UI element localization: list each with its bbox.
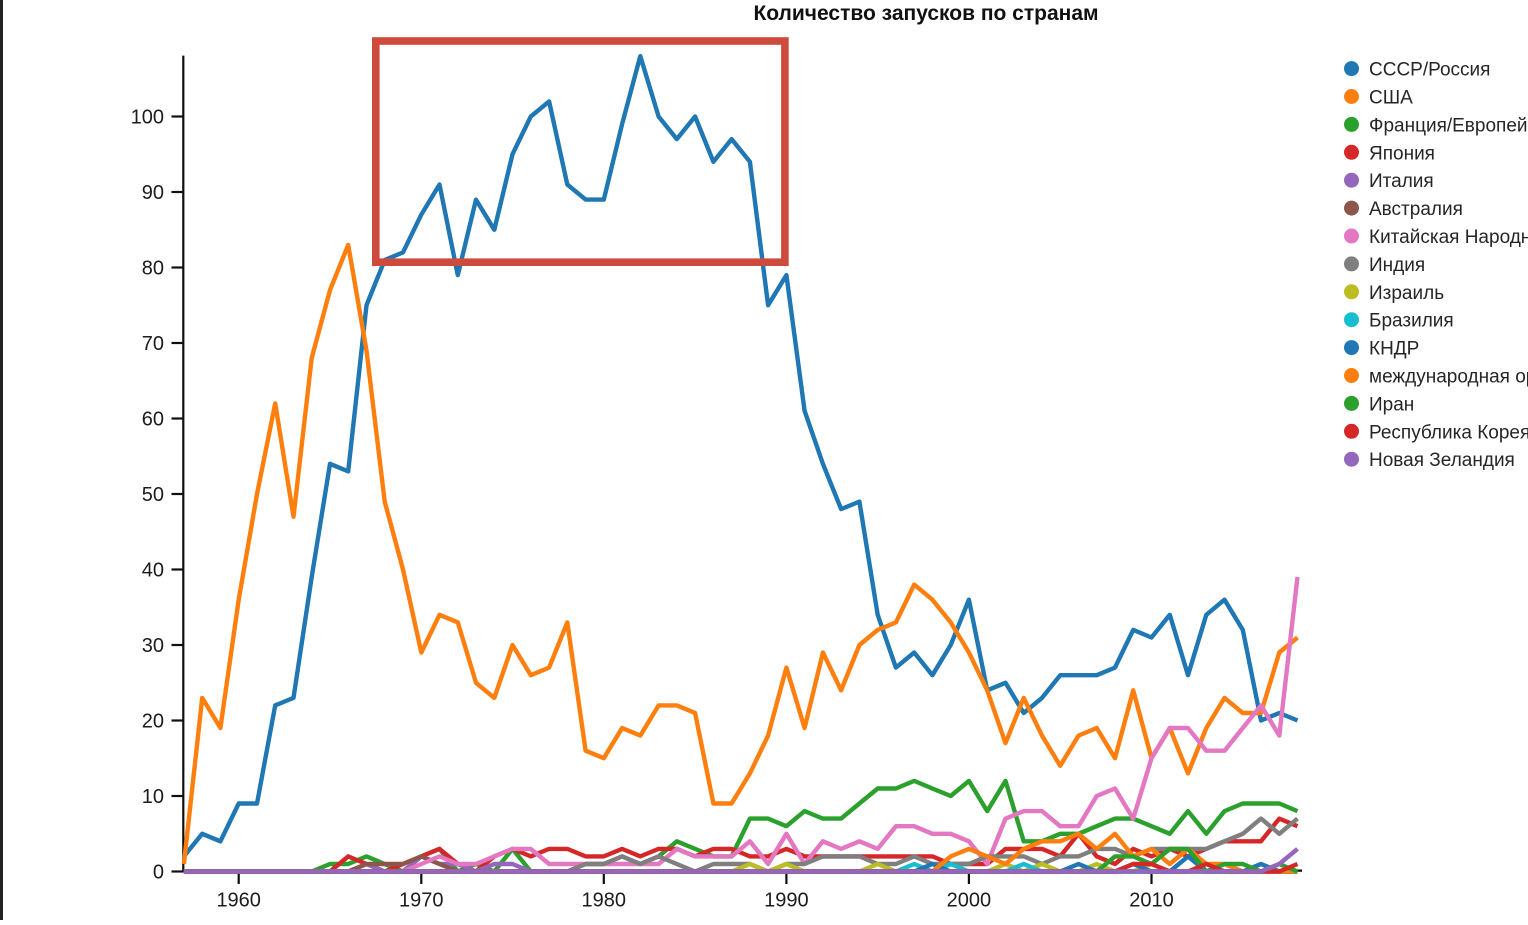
svg-text:Франция/Европейский союз: Франция/Европейский союз bbox=[1369, 115, 1528, 136]
svg-text:Италия: Италия bbox=[1369, 171, 1434, 192]
svg-text:60: 60 bbox=[142, 409, 164, 431]
svg-text:международная организация: международная организация bbox=[1369, 367, 1528, 388]
svg-text:1990: 1990 bbox=[764, 890, 809, 912]
svg-text:2010: 2010 bbox=[1129, 890, 1174, 912]
svg-text:50: 50 bbox=[142, 484, 164, 506]
svg-text:КНДР: КНДР bbox=[1369, 339, 1419, 360]
svg-text:Иран: Иран bbox=[1369, 394, 1414, 415]
svg-text:90: 90 bbox=[142, 182, 164, 204]
svg-text:100: 100 bbox=[131, 107, 164, 129]
svg-text:2000: 2000 bbox=[947, 890, 992, 912]
svg-text:30: 30 bbox=[142, 635, 164, 657]
svg-text:10: 10 bbox=[142, 786, 164, 808]
svg-text:Китайская Народная Республика: Китайская Народная Республика bbox=[1369, 227, 1528, 248]
svg-text:Новая Зеландия: Новая Зеландия bbox=[1369, 450, 1515, 471]
svg-text:0: 0 bbox=[153, 862, 164, 884]
svg-text:40: 40 bbox=[142, 560, 164, 582]
svg-text:80: 80 bbox=[142, 258, 164, 280]
svg-text:СССР/Россия: СССР/Россия bbox=[1369, 60, 1490, 81]
svg-text:20: 20 bbox=[142, 711, 164, 733]
svg-text:1970: 1970 bbox=[399, 890, 444, 912]
svg-text:1960: 1960 bbox=[216, 890, 261, 912]
svg-text:Израиль: Израиль bbox=[1369, 283, 1444, 304]
svg-text:Республика Корея: Республика Корея bbox=[1369, 422, 1528, 443]
svg-text:70: 70 bbox=[142, 333, 164, 355]
svg-text:Япония: Япония bbox=[1369, 143, 1435, 164]
svg-text:США: США bbox=[1369, 88, 1413, 109]
svg-text:1980: 1980 bbox=[582, 890, 627, 912]
svg-text:Бразилия: Бразилия bbox=[1369, 311, 1454, 332]
svg-text:Австралия: Австралия bbox=[1369, 199, 1463, 220]
svg-text:Индия: Индия bbox=[1369, 255, 1425, 276]
